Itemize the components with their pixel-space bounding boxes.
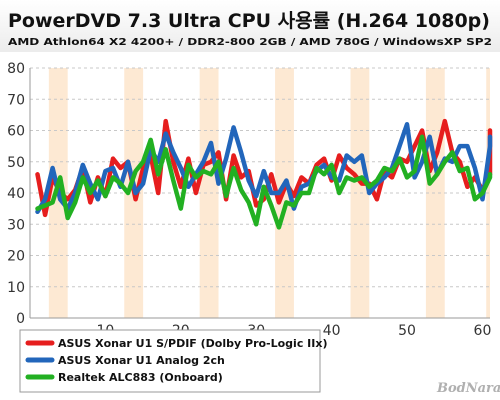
grid-band bbox=[199, 68, 219, 318]
chart-subtitle: AMD Athlon64 X2 4200+ / DDR2-800 2GB / A… bbox=[8, 37, 492, 48]
legend: ASUS Xonar U1 S/PDIF (Dolby Pro-Logic II… bbox=[19, 329, 328, 393]
y-tick-label: 30 bbox=[7, 217, 25, 233]
plot-area: 01020304050607080102030405060 bbox=[7, 61, 493, 339]
x-tick-label: 40 bbox=[323, 323, 341, 339]
legend-label-2: ASUS Xonar U1 Analog 2ch bbox=[58, 354, 225, 367]
x-tick-label: 50 bbox=[398, 323, 416, 339]
y-tick-label: 0 bbox=[16, 311, 25, 327]
watermark-logo: BodNara bbox=[436, 381, 500, 396]
legend-label-3: Realtek ALC883 (Onboard) bbox=[58, 371, 223, 384]
title-band bbox=[0, 0, 500, 52]
series-line-2 bbox=[35, 122, 493, 215]
y-tick-label: 10 bbox=[7, 280, 25, 296]
legend-label-1: ASUS Xonar U1 S/PDIF (Dolby Pro-Logic II… bbox=[58, 337, 328, 350]
y-tick-label: 70 bbox=[7, 92, 25, 108]
y-tick-label: 60 bbox=[7, 124, 25, 140]
x-tick-label: 60 bbox=[474, 323, 492, 339]
chart-title: PowerDVD 7.3 Ultra CPU 사용률 (H.264 1080p) bbox=[8, 10, 490, 32]
y-tick-label: 20 bbox=[7, 249, 25, 265]
y-tick-label: 50 bbox=[7, 155, 25, 171]
legend-box bbox=[19, 329, 321, 393]
y-tick-label: 40 bbox=[7, 186, 25, 202]
y-tick-label: 80 bbox=[7, 61, 25, 77]
series-line-3 bbox=[35, 134, 493, 230]
